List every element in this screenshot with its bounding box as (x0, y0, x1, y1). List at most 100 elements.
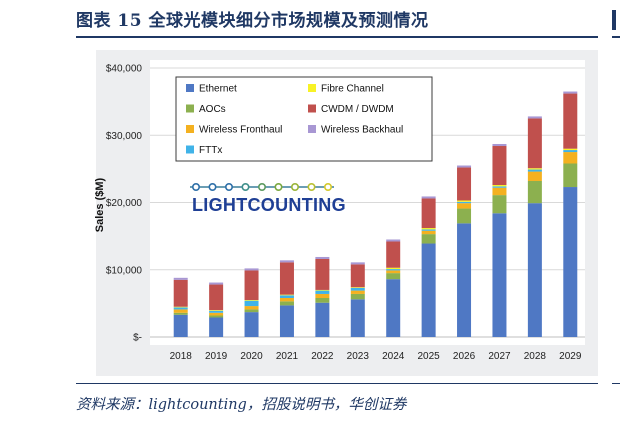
x-tick-label: 2028 (524, 351, 547, 362)
bar-segment (244, 270, 259, 301)
legend-label: CWDM / DWDM (321, 104, 394, 115)
bar-segment (457, 208, 472, 224)
bar-segment (421, 228, 436, 230)
bar-segment (527, 180, 542, 204)
bar-segment (386, 239, 401, 242)
x-tick-label: 2024 (382, 351, 405, 362)
logo-chain-link (208, 183, 217, 192)
bar-segment (563, 150, 578, 153)
logo-chain (190, 183, 334, 192)
bar-segment (315, 302, 330, 337)
x-tick-label: 2029 (559, 351, 582, 362)
y-tick-label: $40,000 (106, 64, 143, 75)
bar-segment (350, 293, 365, 300)
x-tick-label: 2019 (205, 351, 228, 362)
legend-label: Ethernet (199, 84, 237, 95)
logo-chain-link (274, 183, 283, 192)
bar-segment (421, 198, 436, 229)
legend-label: AOCs (199, 104, 226, 115)
bar-segment (492, 186, 507, 188)
x-tick-label: 2020 (240, 351, 263, 362)
bar-segment (563, 91, 578, 94)
title-rule (76, 36, 598, 38)
legend-swatch (186, 145, 194, 154)
bar-segment (457, 200, 472, 202)
bar-segment (386, 270, 401, 274)
bar-segment (279, 294, 294, 296)
bar-segment (457, 167, 472, 201)
bar-segment (279, 297, 294, 302)
legend-label: Wireless Backhaul (321, 125, 403, 136)
lightcounting-logo: LIGHTCOUNTING (190, 183, 346, 215)
legend-swatch (308, 104, 316, 113)
bar-segment (492, 185, 507, 187)
bar-segment (279, 262, 294, 295)
bar-segment (563, 152, 578, 164)
bar-segment (315, 258, 330, 290)
bar-segment (173, 312, 188, 315)
bar-segment (173, 307, 188, 310)
bar-segment (244, 312, 259, 337)
bar-segment (492, 213, 507, 337)
legend-label: Fibre Channel (321, 84, 384, 95)
bar-segment (457, 201, 472, 204)
bar-segment (457, 203, 472, 209)
bar-segment (209, 310, 224, 311)
bar-segment (457, 165, 472, 168)
bar-segment (315, 256, 330, 259)
bar-segment (527, 116, 542, 119)
adjacent-title-marker (612, 10, 616, 30)
source-note: 资料来源：lightcounting，招股说明书，华创证券 (76, 397, 407, 413)
logo-chain-link (290, 183, 299, 192)
x-tick-label: 2027 (488, 351, 511, 362)
legend: Ethernet Fibre Channel AOCs CWDM / DWDM Wire… (186, 84, 403, 156)
bars (173, 91, 578, 337)
bar-segment (563, 163, 578, 188)
bottom-rule (76, 383, 598, 384)
bar-segment (563, 93, 578, 149)
bar-segment (457, 223, 472, 337)
bottom-rule-right (612, 383, 620, 384)
logo-chain-link (225, 183, 234, 192)
legend-swatch (186, 84, 194, 92)
x-ticks: 2018 2019 2020 2021 2022 2023 2024 2025 2026 2027… (170, 351, 582, 362)
bar-segment (244, 309, 259, 313)
bar-segment (244, 268, 259, 271)
logo-chain-link (241, 183, 250, 192)
logo-chain-link (307, 183, 316, 192)
bar-segment (527, 118, 542, 169)
bar-segment (386, 273, 401, 280)
bar-segment (421, 229, 436, 231)
bar-segment (421, 243, 436, 337)
bar-segment (209, 282, 224, 285)
bar-segment (350, 264, 365, 288)
y-tick-label: $10,000 (106, 265, 143, 276)
bar-segment (244, 300, 259, 307)
bar-segment (563, 148, 578, 151)
bar-segment (492, 187, 507, 196)
bar-segment (386, 241, 401, 268)
legend-label: Wireless Fronthaul (199, 125, 282, 136)
bar-segment (421, 230, 436, 235)
bar-segment (209, 312, 224, 316)
bar-segment (350, 287, 365, 291)
bar-segment (315, 289, 330, 291)
bar-segment (527, 168, 542, 170)
bar-segment (209, 310, 224, 313)
x-tick-label: 2023 (347, 351, 370, 362)
y-tick-label: $30,000 (106, 131, 143, 142)
x-tick-label: 2021 (276, 351, 299, 362)
bar-segment (279, 305, 294, 337)
bar-segment (315, 290, 330, 294)
bar-segment (279, 260, 294, 263)
bar-segment (244, 306, 259, 310)
bar-segment (350, 287, 365, 288)
bar-segment (279, 295, 294, 298)
bar-segment (315, 293, 330, 298)
bar-segment (421, 234, 436, 244)
legend-swatch (308, 84, 316, 92)
y-ticks: $- $10,000 $20,000 $30,000 $40,000 (106, 64, 143, 344)
legend-swatch (186, 104, 194, 113)
legend-swatch (186, 125, 194, 133)
